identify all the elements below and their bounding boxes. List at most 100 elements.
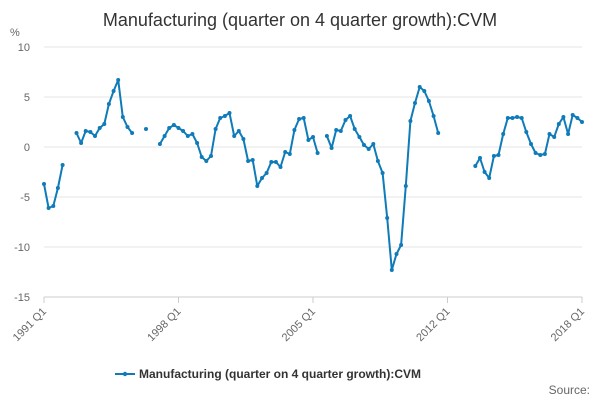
- data-point[interactable]: [236, 129, 241, 133]
- data-point[interactable]: [529, 142, 533, 146]
- data-point[interactable]: [74, 131, 79, 135]
- data-point[interactable]: [97, 126, 102, 130]
- data-point[interactable]: [422, 89, 427, 93]
- data-point[interactable]: [278, 165, 283, 169]
- data-point[interactable]: [311, 135, 315, 139]
- data-point[interactable]: [524, 130, 529, 134]
- data-point[interactable]: [46, 206, 51, 210]
- data-point[interactable]: [246, 159, 251, 163]
- data-point[interactable]: [264, 171, 269, 175]
- data-point[interactable]: [42, 182, 46, 186]
- data-point[interactable]: [222, 114, 227, 118]
- data-point[interactable]: [371, 142, 376, 146]
- data-point[interactable]: [144, 127, 148, 131]
- data-point[interactable]: [60, 163, 65, 167]
- data-point[interactable]: [260, 176, 264, 180]
- data-point[interactable]: [181, 129, 186, 133]
- data-point[interactable]: [482, 170, 487, 174]
- data-point[interactable]: [167, 126, 172, 130]
- data-point[interactable]: [399, 243, 404, 247]
- data-point[interactable]: [408, 119, 413, 123]
- data-point[interactable]: [389, 268, 394, 272]
- data-point[interactable]: [478, 156, 482, 160]
- data-point[interactable]: [473, 164, 478, 168]
- legend[interactable]: Manufacturing (quarter on 4 quarter grow…: [115, 367, 421, 381]
- data-point[interactable]: [515, 115, 520, 119]
- data-point[interactable]: [315, 151, 320, 155]
- data-point[interactable]: [329, 146, 334, 150]
- data-point[interactable]: [93, 134, 97, 138]
- data-point[interactable]: [171, 123, 176, 127]
- data-point[interactable]: [403, 184, 408, 188]
- data-point[interactable]: [431, 114, 436, 118]
- data-point[interactable]: [366, 147, 371, 151]
- data-point[interactable]: [120, 115, 125, 119]
- data-point[interactable]: [552, 135, 557, 139]
- data-point[interactable]: [116, 78, 121, 82]
- data-point[interactable]: [338, 129, 343, 133]
- data-point[interactable]: [157, 142, 162, 146]
- data-point[interactable]: [297, 117, 302, 121]
- data-point[interactable]: [292, 128, 297, 132]
- data-point[interactable]: [556, 122, 561, 126]
- data-point[interactable]: [575, 116, 580, 120]
- source-label[interactable]: Source:: [549, 383, 590, 397]
- data-point[interactable]: [111, 89, 116, 93]
- data-point[interactable]: [343, 118, 348, 122]
- data-point[interactable]: [426, 99, 431, 103]
- data-point[interactable]: [130, 131, 135, 135]
- data-point[interactable]: [436, 131, 441, 135]
- data-point[interactable]: [51, 204, 56, 208]
- data-point[interactable]: [213, 127, 218, 131]
- data-point[interactable]: [195, 141, 200, 145]
- data-point[interactable]: [580, 120, 584, 124]
- data-point[interactable]: [547, 132, 552, 136]
- data-point[interactable]: [287, 152, 292, 156]
- data-point[interactable]: [505, 116, 510, 120]
- data-point[interactable]: [301, 116, 306, 120]
- data-point[interactable]: [385, 216, 390, 220]
- data-point[interactable]: [538, 153, 543, 157]
- data-point[interactable]: [375, 159, 380, 163]
- data-point[interactable]: [204, 159, 209, 163]
- data-point[interactable]: [570, 113, 575, 117]
- data-point[interactable]: [362, 143, 366, 147]
- data-point[interactable]: [199, 155, 204, 159]
- data-point[interactable]: [185, 134, 190, 138]
- data-point[interactable]: [357, 135, 362, 139]
- data-point[interactable]: [380, 171, 385, 175]
- data-point[interactable]: [306, 138, 311, 142]
- data-point[interactable]: [334, 128, 339, 132]
- data-point[interactable]: [352, 127, 357, 131]
- data-point[interactable]: [125, 125, 130, 129]
- data-point[interactable]: [83, 129, 88, 133]
- data-point[interactable]: [227, 111, 232, 115]
- data-point[interactable]: [519, 116, 524, 120]
- data-point[interactable]: [176, 126, 181, 130]
- data-point[interactable]: [417, 85, 422, 89]
- data-point[interactable]: [491, 154, 496, 158]
- data-point[interactable]: [106, 102, 111, 106]
- data-point[interactable]: [542, 152, 547, 156]
- data-point[interactable]: [348, 114, 353, 118]
- data-point[interactable]: [255, 184, 260, 188]
- data-point[interactable]: [162, 134, 167, 138]
- data-point[interactable]: [510, 116, 515, 120]
- data-point[interactable]: [487, 176, 492, 180]
- data-point[interactable]: [232, 134, 237, 138]
- data-point[interactable]: [394, 252, 399, 256]
- data-point[interactable]: [250, 158, 255, 162]
- data-point[interactable]: [209, 154, 213, 158]
- data-point[interactable]: [566, 132, 571, 136]
- data-point[interactable]: [501, 132, 506, 136]
- data-point[interactable]: [79, 141, 84, 145]
- data-point[interactable]: [533, 151, 538, 155]
- data-point[interactable]: [324, 134, 329, 138]
- data-point[interactable]: [413, 101, 417, 105]
- data-point[interactable]: [88, 130, 93, 134]
- data-point[interactable]: [269, 160, 274, 164]
- data-point[interactable]: [102, 122, 107, 126]
- data-point[interactable]: [561, 115, 566, 119]
- data-point[interactable]: [55, 186, 60, 190]
- data-point[interactable]: [241, 137, 246, 141]
